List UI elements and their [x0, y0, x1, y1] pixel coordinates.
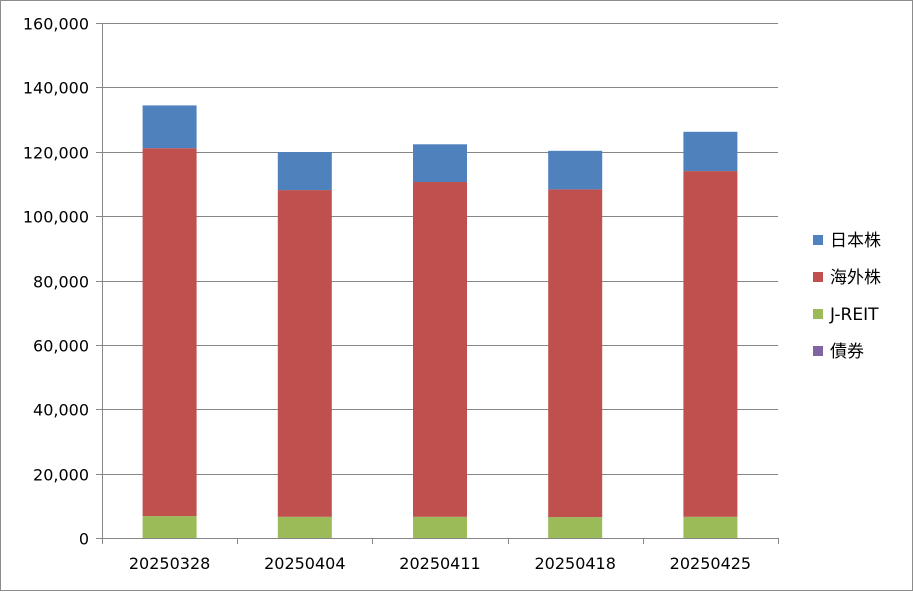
legend-label: 海外株	[830, 268, 881, 288]
x-tick-label: 20250425	[670, 554, 751, 573]
bar-segment	[277, 190, 332, 517]
y-tick-label: 20,000	[33, 466, 89, 485]
x-tick-label: 20250418	[534, 554, 615, 573]
y-tick-label: 40,000	[33, 401, 89, 420]
bar-segment	[683, 171, 738, 517]
bar-segment	[413, 182, 467, 517]
bar-segment	[683, 516, 738, 538]
y-tick-label: 100,000	[23, 208, 89, 227]
bar-segment	[683, 131, 738, 172]
y-tick-label: 160,000	[23, 15, 89, 34]
y-tick-label: 60,000	[33, 337, 89, 356]
bar-segment	[277, 516, 332, 538]
x-axis-ticks: 20250328 20250404 20250411 20250418 20250425	[102, 538, 779, 573]
legend-swatch	[813, 235, 823, 245]
bar-segment	[548, 517, 603, 538]
legend-swatch	[813, 272, 823, 282]
bars	[142, 105, 738, 538]
legend-label: 債券	[830, 342, 864, 362]
bar-segment	[277, 152, 332, 191]
legend-label: J-REIT	[829, 305, 879, 325]
bar-segment	[142, 148, 197, 517]
legend-label: 日本株	[830, 231, 881, 251]
bar-segment	[413, 516, 467, 538]
axes	[102, 23, 778, 539]
y-tick-label: 120,000	[23, 144, 89, 163]
bar-segment	[142, 105, 197, 149]
bar-segment	[548, 150, 603, 190]
y-tick-label: 140,000	[23, 79, 89, 98]
bar-segment	[142, 516, 197, 538]
y-tick-label: 0	[79, 530, 89, 549]
y-tick-label: 80,000	[33, 273, 89, 292]
x-tick-label: 20250411	[399, 554, 480, 573]
x-tick-label: 20250404	[264, 554, 345, 573]
y-axis-ticks: 0 20,000 40,000 60,000 80,000 100,000 120,000 1…	[23, 15, 102, 549]
bar-segment	[413, 144, 467, 182]
x-tick-label: 20250328	[129, 554, 210, 573]
legend-swatch	[813, 346, 823, 356]
bar-segment	[548, 189, 603, 518]
legend-swatch	[813, 309, 823, 319]
